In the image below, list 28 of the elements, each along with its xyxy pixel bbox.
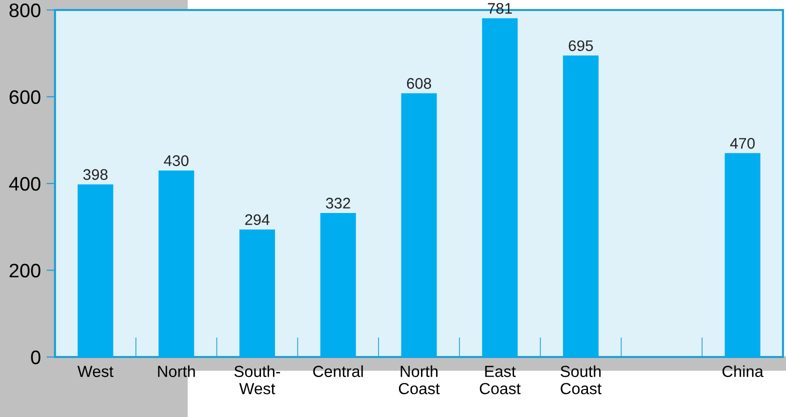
x-tick-label: West — [77, 366, 114, 378]
bar — [482, 18, 518, 357]
y-tick-label: 600 — [10, 90, 40, 104]
data-label: 332 — [326, 198, 350, 209]
data-label: 608 — [407, 78, 432, 89]
x-tick-label: Central — [313, 365, 363, 378]
bar — [239, 229, 276, 357]
bar — [158, 170, 194, 357]
x-tick-label: South Coast — [560, 365, 602, 394]
y-tick-label: 200 — [10, 264, 40, 278]
y-tick-label: 800 — [10, 3, 40, 18]
data-label: 470 — [730, 138, 755, 149]
y-tick-label: 400 — [9, 176, 40, 191]
x-tick-label: China — [722, 365, 764, 378]
data-label: 430 — [164, 155, 188, 166]
x-tick-label: North — [158, 365, 195, 378]
x-tick-label: North Coast — [398, 365, 440, 394]
bar — [724, 153, 760, 357]
data-label: 294 — [245, 214, 270, 226]
data-label: 398 — [83, 169, 108, 180]
y-tick-label: 0 — [31, 350, 40, 364]
x-tick-label: South- West — [234, 365, 280, 394]
bar — [562, 56, 599, 357]
data-label: 695 — [568, 40, 593, 52]
x-tick-label: East Coast — [480, 366, 521, 394]
bar — [401, 93, 437, 357]
bar — [78, 184, 114, 357]
bar — [320, 212, 356, 357]
